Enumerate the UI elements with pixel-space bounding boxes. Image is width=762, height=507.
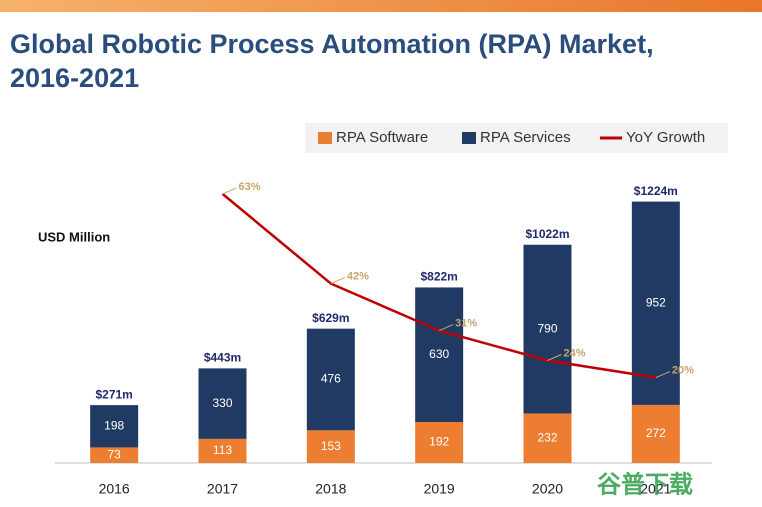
bar-segment — [523, 244, 572, 414]
bar-segment — [306, 430, 355, 463]
data-label: 790 — [537, 321, 557, 335]
total-label: $271m — [95, 387, 132, 401]
label-leader — [655, 371, 671, 379]
chart-title: Global Robotic Process Automation (RPA) … — [10, 29, 654, 59]
bar-segment — [415, 287, 464, 422]
data-label: 272 — [646, 426, 666, 440]
growth-label: 31% — [455, 317, 477, 329]
bar-segment — [523, 413, 572, 463]
bar-segment — [415, 421, 464, 463]
total-label: $443m — [204, 351, 241, 365]
legend-swatch — [318, 132, 332, 144]
x-tick-label: 2020 — [532, 481, 563, 497]
data-label: 952 — [646, 295, 666, 309]
bar-segment — [90, 405, 139, 448]
label-leader — [438, 324, 454, 332]
label-leader — [547, 354, 562, 361]
x-tick-label: 2019 — [424, 481, 455, 497]
x-tick-label: 2016 — [99, 481, 130, 497]
label-leader — [330, 277, 346, 285]
total-label: $1022m — [525, 227, 569, 241]
data-label: 153 — [321, 439, 341, 453]
data-label: 330 — [212, 396, 232, 410]
legend-box — [305, 123, 728, 153]
data-label: 198 — [104, 418, 124, 432]
total-label: $1224m — [634, 184, 678, 198]
watermark: 谷普下载 — [597, 470, 693, 498]
total-label: $629m — [312, 311, 349, 325]
header-strip — [0, 0, 762, 12]
legend-label: RPA Software — [336, 129, 428, 146]
data-label: 630 — [429, 347, 449, 361]
data-label: 113 — [213, 443, 232, 457]
bar-segment — [90, 447, 139, 463]
data-label: 73 — [107, 447, 121, 461]
legend-label: YoY Growth — [626, 129, 705, 146]
bar-segment — [198, 368, 247, 439]
data-label: 192 — [429, 435, 449, 449]
y-axis-label: USD Million — [38, 229, 110, 244]
data-label: 232 — [537, 430, 557, 444]
x-tick-label: 2018 — [315, 481, 346, 497]
data-label: 476 — [321, 372, 341, 386]
growth-label: 20% — [672, 364, 694, 376]
legend-swatch — [462, 132, 476, 144]
growth-label: 42% — [347, 271, 369, 283]
chart-subtitle: 2016-2021 — [10, 63, 139, 93]
legend-label: RPA Services — [480, 129, 571, 146]
growth-label: 24% — [564, 347, 586, 359]
x-tick-label: 2021 — [640, 481, 671, 497]
bar-segment — [631, 404, 680, 463]
bar-segment — [631, 201, 680, 405]
x-tick-label: 2017 — [207, 481, 238, 497]
bar-segment — [306, 328, 355, 431]
total-label: $822m — [420, 270, 457, 284]
label-leader — [222, 187, 237, 195]
bar-segment — [198, 438, 247, 463]
growth-label: 63% — [239, 181, 261, 193]
